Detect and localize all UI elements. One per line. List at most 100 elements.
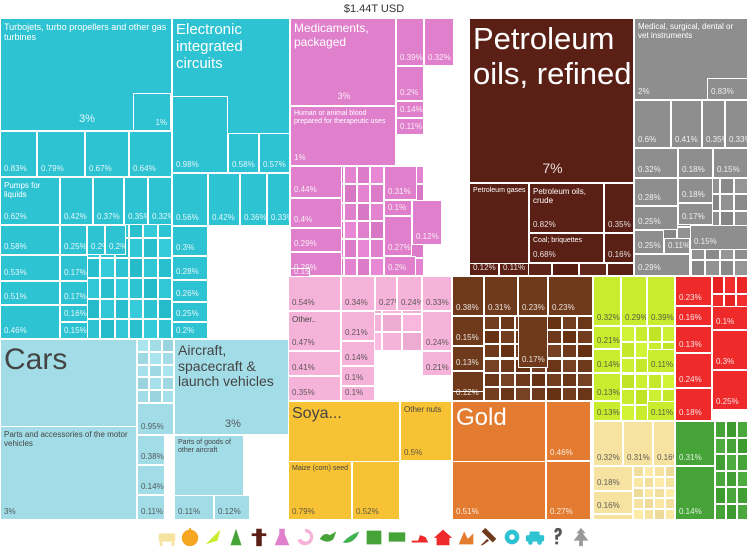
treemap-tile[interactable]: 0.35% — [702, 100, 725, 148]
treemap-tile[interactable]: 0.15% — [60, 322, 88, 339]
treemap-tile[interactable]: 0.13% — [593, 401, 621, 421]
footwear-icon[interactable] — [409, 526, 433, 550]
metals-icon[interactable] — [478, 526, 502, 550]
treemap-minor-tile[interactable] — [157, 298, 172, 319]
treemap-tile[interactable]: 0.56% — [172, 173, 208, 226]
treemap-minor-tile[interactable] — [546, 358, 562, 373]
treemap-tile[interactable]: 0.33% — [725, 100, 748, 148]
treemap-tile[interactable]: 0.14% — [341, 341, 375, 366]
treemap-tile-other-nuts[interactable]: Other nuts 0.5% — [400, 401, 452, 461]
treemap-minor-tile[interactable] — [634, 357, 648, 374]
paper-goods-icon[interactable] — [363, 526, 387, 550]
treemap-tile[interactable]: 0.14% — [593, 349, 621, 373]
treemap-minor-tile[interactable] — [499, 372, 516, 387]
treemap-tile[interactable]: 0.27% — [375, 276, 397, 311]
treemap-minor-tile[interactable] — [484, 372, 500, 387]
treemap-minor-tile[interactable] — [648, 326, 662, 342]
treemap-tile[interactable]: 0.31% — [623, 421, 653, 466]
treemap-minor-tile[interactable] — [149, 351, 162, 365]
treemap-tile[interactable]: 0.13% — [452, 346, 484, 371]
treemap-tile[interactable]: 0.24% — [675, 353, 712, 388]
treemap-tile-pumps-for-liquids[interactable]: Pumps for liquids 0.62% — [0, 177, 60, 225]
treemap-minor-tile[interactable] — [715, 454, 726, 471]
plastics-rubbers-icon[interactable] — [294, 526, 318, 550]
treemap-minor-tile[interactable] — [715, 437, 726, 454]
treemap-tile[interactable]: 0.24% — [397, 276, 422, 311]
treemap-minor-tile[interactable] — [715, 487, 726, 504]
treemap-minor-tile[interactable] — [499, 330, 516, 345]
treemap-tile[interactable]: 0.25% — [712, 370, 748, 410]
treemap-minor-tile[interactable] — [343, 166, 357, 185]
treemap-minor-tile[interactable] — [499, 316, 516, 331]
treemap-minor-tile[interactable] — [370, 257, 384, 276]
treemap-tile[interactable]: 0.2% — [396, 66, 424, 101]
treemap-tile[interactable]: 0.25% — [634, 206, 678, 230]
precious-metals-icon[interactable] — [455, 526, 479, 550]
miscellaneous-icon[interactable] — [570, 526, 594, 550]
treemap-minor-tile[interactable] — [733, 194, 748, 211]
treemap-minor-tile[interactable] — [737, 470, 748, 487]
treemap-minor-tile[interactable] — [733, 178, 748, 195]
treemap-tile[interactable]: 0.11% — [174, 495, 214, 520]
treemap-tile-maize-corn-seed[interactable]: Maize (corn) seed 0.79% — [288, 461, 352, 520]
treemap-minor-tile[interactable] — [691, 259, 706, 276]
treemap-minor-tile[interactable] — [370, 239, 384, 258]
treemap-tile[interactable]: 0.16% — [675, 306, 712, 326]
treemap-tile-aircraft-spacecraft-launch-vehicles[interactable]: Aircraft, spacecraft & launch vehicles 3% — [174, 339, 290, 435]
treemap-minor-tile[interactable] — [157, 318, 172, 339]
treemap-minor-tile[interactable] — [643, 466, 654, 477]
treemap-minor-tile[interactable] — [357, 239, 371, 258]
treemap-minor-tile[interactable] — [143, 318, 158, 339]
treemap-minor-tile[interactable] — [499, 386, 516, 401]
treemap-tile[interactable]: 0.25% — [60, 225, 87, 255]
treemap-tile[interactable]: 0.83% — [0, 131, 37, 177]
treemap-minor-tile[interactable] — [726, 437, 737, 454]
treemap-tile[interactable]: 0.46% — [546, 401, 591, 461]
treemap-tile[interactable]: 0.23% — [548, 276, 593, 316]
treemap-minor-tile[interactable] — [484, 344, 500, 359]
treemap-tile[interactable]: 0.36% — [240, 173, 267, 226]
treemap-tile[interactable]: 0.17% — [60, 281, 88, 305]
treemap-minor-tile[interactable] — [149, 339, 162, 352]
treemap-minor-tile[interactable] — [129, 318, 144, 339]
treemap-minor-tile[interactable] — [737, 437, 748, 454]
wood-products-icon[interactable] — [340, 526, 364, 550]
treemap-minor-tile[interactable] — [621, 389, 635, 406]
treemap-tile[interactable]: 0.52% — [352, 461, 400, 520]
treemap-minor-tile[interactable] — [643, 498, 654, 510]
treemap-minor-tile[interactable] — [664, 466, 675, 477]
treemap-minor-tile[interactable] — [661, 326, 675, 342]
treemap-tile[interactable]: 0.21% — [341, 311, 375, 341]
treemap-tile-petroleum-oils-refined[interactable]: Petroleum oils, refined 7% — [469, 18, 634, 183]
treemap-tile[interactable]: 0.11% — [396, 118, 424, 135]
treemap-tile[interactable]: 0.21% — [593, 326, 621, 349]
treemap-tile[interactable]: 0.31% — [384, 166, 417, 200]
treemap-tile[interactable]: 0.64% — [129, 131, 172, 177]
treemap-minor-tile[interactable] — [546, 372, 562, 387]
treemap-tile[interactable]: 0.12% — [412, 200, 442, 245]
treemap-tile[interactable]: 0.32% — [424, 18, 454, 66]
treemap-minor-tile[interactable] — [161, 390, 174, 403]
treemap-minor-tile[interactable] — [157, 258, 172, 279]
treemap-tile[interactable]: 0.32% — [634, 148, 678, 178]
treemap-tile[interactable]: 0.39% — [647, 276, 675, 326]
treemap-tile[interactable]: 0.83% — [707, 78, 748, 100]
treemap-minor-tile[interactable] — [114, 258, 129, 279]
treemap-minor-tile[interactable] — [137, 351, 150, 365]
treemap-tile[interactable]: 0.13% — [593, 373, 621, 401]
treemap-minor-tile[interactable] — [621, 357, 635, 374]
stone-glass-icon[interactable] — [432, 526, 456, 550]
treemap-minor-tile[interactable] — [664, 498, 675, 510]
treemap-tile[interactable]: 0.16% — [60, 305, 88, 322]
treemap-minor-tile[interactable] — [561, 372, 578, 387]
treemap-minor-tile[interactable] — [515, 372, 531, 387]
treemap-minor-tile[interactable] — [719, 259, 734, 276]
treemap-minor-tile[interactable] — [357, 184, 371, 203]
treemap-tile[interactable]: 0.35% — [124, 177, 148, 225]
treemap-minor-tile[interactable] — [654, 466, 665, 477]
treemap-minor-tile[interactable] — [561, 344, 578, 359]
treemap-tile[interactable]: 0.38% — [452, 276, 484, 316]
treemap-tile[interactable]: 0.14% — [675, 466, 715, 520]
treemap-minor-tile[interactable] — [484, 330, 500, 345]
treemap-minor-tile[interactable] — [100, 278, 115, 299]
